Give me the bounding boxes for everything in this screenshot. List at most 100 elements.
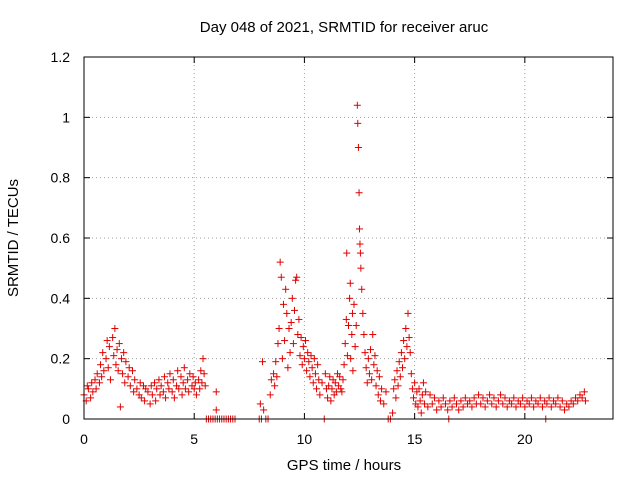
data-point — [281, 337, 289, 345]
data-point — [256, 400, 264, 408]
data-point — [492, 403, 500, 411]
data-point — [192, 391, 200, 399]
data-point — [424, 403, 432, 411]
data-point — [448, 403, 456, 411]
data-point — [130, 388, 138, 396]
data-point — [191, 379, 199, 387]
data-point — [303, 367, 311, 375]
data-point — [137, 394, 145, 402]
data-point — [534, 400, 542, 408]
data-point — [122, 358, 130, 366]
data-point — [89, 388, 97, 396]
data-point — [380, 400, 388, 408]
data-point — [360, 331, 368, 339]
data-point — [114, 367, 122, 375]
data-point — [455, 406, 463, 414]
data-point — [98, 373, 106, 381]
data-point — [402, 325, 410, 332]
data-point — [393, 367, 401, 375]
data-point — [415, 385, 423, 393]
data-point — [354, 144, 362, 151]
data-point — [538, 403, 546, 411]
data-point — [556, 403, 564, 411]
data-point — [313, 385, 321, 393]
data-point — [405, 334, 413, 342]
data-point — [91, 376, 99, 384]
data-point — [521, 403, 529, 411]
data-point — [396, 373, 404, 381]
data-point — [339, 376, 347, 384]
data-point — [400, 337, 408, 345]
data-point — [370, 361, 378, 369]
data-point — [189, 373, 197, 381]
data-point — [394, 382, 402, 390]
data-point — [283, 309, 291, 317]
data-point — [95, 379, 103, 387]
data-point — [196, 385, 204, 393]
data-point — [530, 403, 538, 411]
data-point — [411, 379, 419, 387]
data-point — [361, 349, 369, 357]
data-point — [111, 325, 119, 332]
axis-ticks: 0 0.2 0.4 0.6 0.8 1 1.2 0 5 10 15 20 — [51, 49, 613, 447]
data-point — [125, 364, 133, 372]
data-point — [325, 382, 333, 390]
data-point — [374, 391, 382, 399]
data-point — [536, 394, 544, 402]
data-point — [419, 379, 427, 387]
data-point — [369, 331, 377, 339]
data-point — [284, 364, 292, 372]
data-point — [175, 385, 183, 393]
data-point — [422, 388, 430, 396]
data-point — [289, 340, 297, 348]
data-point — [446, 397, 454, 405]
data-point — [547, 403, 555, 411]
data-point — [406, 349, 414, 357]
data-point — [106, 376, 114, 384]
data-point — [338, 388, 346, 396]
data-point — [179, 379, 187, 387]
data-point — [156, 391, 164, 399]
data-point — [315, 376, 323, 384]
data-point — [316, 391, 324, 399]
data-point — [275, 325, 283, 332]
y-tick-label: 1.2 — [51, 49, 71, 65]
data-point — [151, 379, 159, 387]
data-point — [160, 373, 168, 381]
data-point — [290, 306, 298, 314]
x-axis-title: GPS time / hours — [287, 457, 401, 474]
data-point — [159, 388, 167, 396]
data-point — [343, 352, 351, 360]
data-point — [157, 382, 165, 390]
data-point — [519, 394, 527, 402]
data-point — [155, 376, 163, 384]
data-point — [389, 409, 397, 417]
data-point — [260, 406, 268, 414]
data-point — [327, 397, 335, 405]
data-point — [459, 403, 467, 411]
data-point — [475, 391, 483, 399]
data-point — [113, 346, 121, 354]
data-point — [293, 273, 301, 281]
data-point — [296, 352, 304, 360]
data-point — [87, 394, 95, 402]
data-point — [121, 379, 129, 387]
data-point — [441, 400, 449, 408]
data-point — [340, 361, 348, 369]
data-point — [404, 309, 412, 317]
data-point — [355, 189, 363, 197]
x-tick-label: 0 — [80, 431, 88, 447]
data-point — [343, 249, 351, 257]
data-point — [483, 397, 491, 405]
data-point — [461, 394, 469, 402]
data-point — [302, 337, 310, 345]
data-point — [353, 101, 361, 109]
data-point — [273, 373, 281, 381]
data-point — [84, 385, 92, 393]
data-point — [545, 394, 553, 402]
y-tick-label: 0.6 — [51, 230, 71, 246]
data-point — [100, 367, 108, 375]
data-point — [437, 403, 445, 411]
data-point — [453, 400, 461, 408]
data-point — [364, 355, 372, 363]
